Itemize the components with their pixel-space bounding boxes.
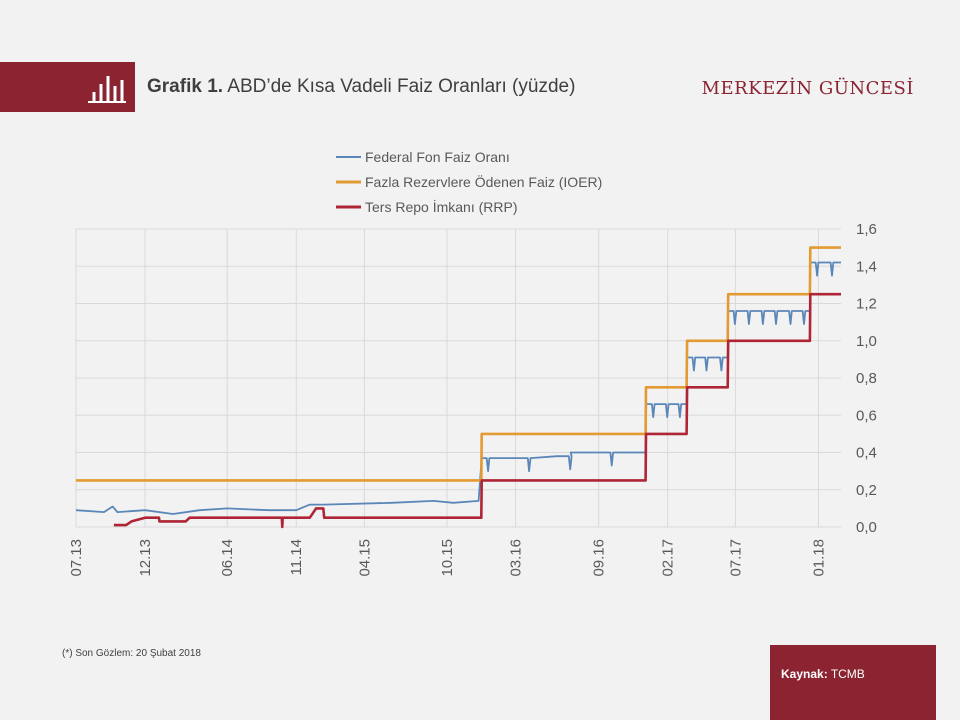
y-tick-label: 0,2 [856,482,877,499]
chart-legend: Federal Fon Faiz Oranı Fazla Rezervlere Ö… [336,149,602,215]
x-tick-label: 06.14 [219,539,236,577]
x-tick-label: 04.15 [356,539,373,577]
x-tick-label: 07.17 [727,539,744,577]
x-tick-label: 11.14 [288,539,305,575]
y-tick-label: 0,6 [856,407,877,424]
y-tick-label: 0,4 [856,445,877,462]
page-title: Grafik 1. ABD’de Kısa Vadeli Faiz Oranla… [147,76,575,98]
y-tick-label: 1,6 [856,221,877,238]
source-value: TCMB [830,667,865,681]
x-tick-label: 02.17 [660,539,677,577]
y-tick-label: 1,2 [856,296,877,313]
series-line-3 [113,292,841,529]
source-label: Kaynak: [781,667,828,681]
y-tick-label: 0,8 [856,370,877,387]
interest-rate-chart: Federal Fon Faiz Oranı Fazla Rezervlere Ö… [68,149,877,577]
chart-grid [75,228,841,528]
brand-name: MERKEZİN GÜNCESİ [701,78,914,99]
title-text: ABD’de Kısa Vadeli Faiz Oranları (yüzde) [227,76,576,97]
title-banner [0,62,135,112]
source-box: Kaynak: TCMB [770,645,936,720]
footnote: (*) Son Gözlem: 20 Şubat 2018 [62,648,201,659]
y-tick-label: 1,0 [856,333,877,350]
y-axis-ticks: 0,0 0,2 0,4 0,6 0,8 1,0 1,2 1,4 1,6 [856,221,877,536]
y-tick-label: 1,4 [856,258,877,275]
x-tick-label: 01.18 [810,539,827,577]
series-line-1 [75,261,841,515]
x-tick-label: 12.13 [137,539,154,577]
x-tick-label: 03.16 [508,539,525,577]
series-line-2 [76,246,841,482]
bar-chart-icon [88,76,126,103]
x-tick-label: 09.16 [591,539,608,577]
x-tick-label: 07.13 [68,539,85,577]
legend-label: Fazla Rezervlere Ödenen Faiz (IOER) [365,173,602,190]
x-axis-ticks: 07.13 12.13 06.14 11.14 04.15 10.15 03.16 09.16… [68,539,827,577]
chart-series [75,246,841,529]
y-tick-label: 0,0 [856,519,877,536]
legend-label: Federal Fon Faiz Oranı [365,149,510,165]
x-tick-label: 10.15 [439,539,456,577]
legend-label: Ters Repo İmkanı (RRP) [365,198,517,215]
title-bold: Grafik 1. [147,76,224,97]
